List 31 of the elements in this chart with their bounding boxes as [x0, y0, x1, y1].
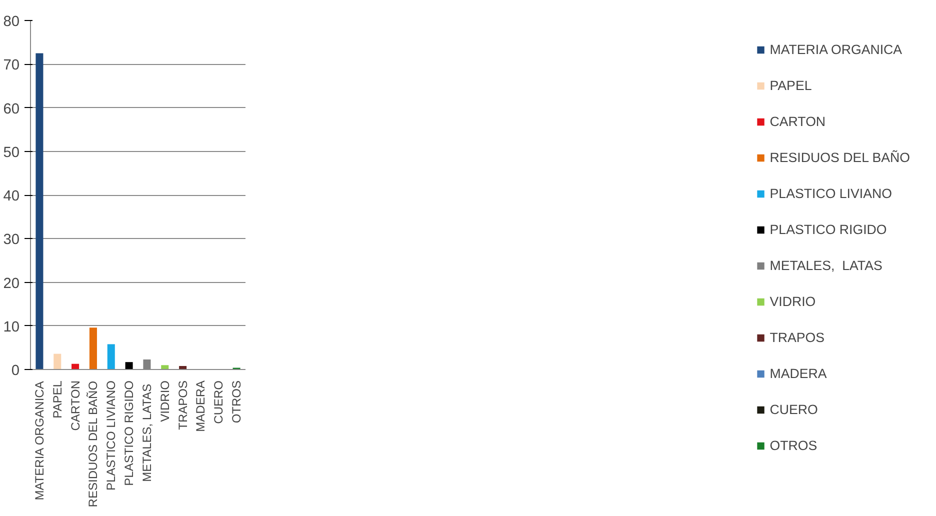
legend-label: CARTON [770, 112, 826, 130]
x-tick-label: MADERA [194, 380, 208, 432]
y-tick-label: 60 [3, 101, 20, 118]
x-tick-label: OTROS [230, 380, 244, 424]
y-tick-label: 20 [3, 276, 20, 292]
x-tick-label: VIDRIO [158, 380, 172, 422]
y-tick-label: 30 [3, 232, 20, 248]
x-tick-label: TRAPOS [176, 380, 190, 430]
x-tick-label: CARTON [68, 380, 82, 431]
legend-label: VIDRIO [770, 292, 816, 310]
x-tick-label: PLASTICO RIGIDO [122, 380, 136, 486]
legend-label: PLASTICO LIVIANO [770, 184, 892, 202]
y-tick-label: 10 [3, 319, 20, 336]
x-tick-label: MATERIA ORGANICA [32, 381, 46, 500]
x-tick-label: METALES, LATAS [140, 384, 154, 482]
y-tick-label: 40 [3, 188, 20, 204]
y-tick-label: 0 [11, 363, 20, 379]
legend-label: MADERA [770, 364, 827, 382]
y-tick-label: 80 [3, 14, 20, 30]
y-tick-label: 50 [3, 144, 20, 161]
legend-label: METALES, LATAS [770, 256, 882, 274]
legend-label: TRAPOS [770, 328, 825, 346]
x-tick-label: PLASTICO LIVIANO [104, 380, 118, 491]
x-tick-label: CUERO [212, 380, 226, 424]
x-tick-label: PAPEL [50, 380, 64, 418]
legend-label: RESIDUOS DEL BAÑO [770, 148, 910, 166]
legend-label: PAPEL [770, 76, 812, 94]
y-tick-label: 70 [3, 58, 20, 74]
legend-label: MATERIA ORGANICA [770, 40, 902, 58]
legend-label: PLASTICO RIGIDO [770, 220, 887, 238]
x-tick-label: RESIDUOS DEL BAÑO [86, 380, 100, 508]
